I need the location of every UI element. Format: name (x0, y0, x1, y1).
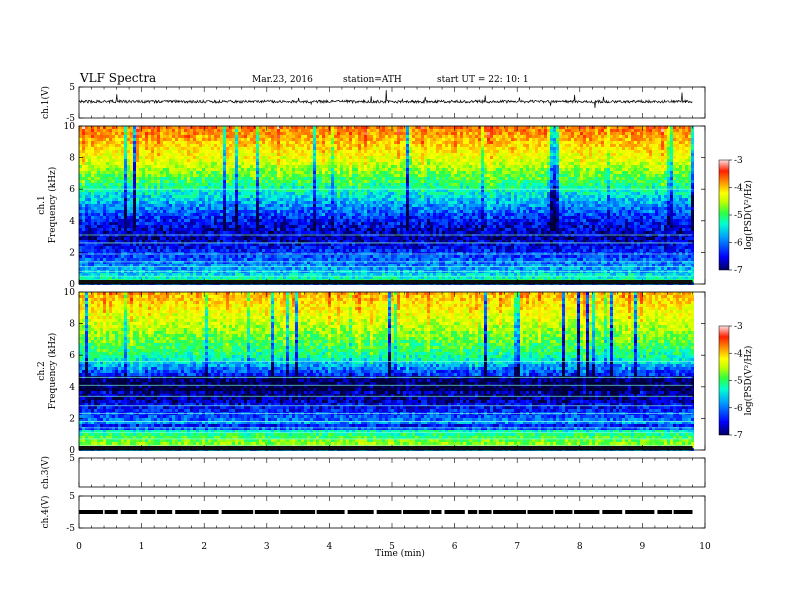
x-tick-label: 1 (139, 542, 145, 552)
ch4-trace-segment (222, 510, 254, 514)
ch4-trace-segment (201, 510, 219, 514)
ch1-colorbar-gradient (719, 160, 729, 270)
ch2-colorbar: -3 -4 -5 -6 -7 log(PSD(V²/Hz) (719, 322, 754, 441)
y-tick-label: 5 (69, 83, 75, 93)
ch4-trace-segment (105, 510, 118, 514)
ch4-trace-segment (79, 510, 103, 514)
ch1-spectrogram-channel-label: ch.1 (37, 195, 47, 214)
x-tick-label: 8 (577, 542, 583, 552)
ch4-y-label: ch.4(V) (40, 496, 51, 529)
x-tick-label: 2 (201, 542, 207, 552)
x-tick-label: 6 (452, 542, 458, 552)
ch2-colorbar-tick-label: -7 (734, 431, 743, 441)
ch1-colorbar-tick-label: -6 (734, 239, 743, 249)
x-tick-label: 10 (699, 542, 711, 552)
x-tick-label: 4 (327, 542, 333, 552)
y-tick-label: 8 (69, 320, 75, 330)
station-label: station=ATH (343, 75, 402, 85)
ch1-colorbar: -3 -4 -5 -6 -7 log(PSD(V²/Hz) (719, 156, 754, 276)
ch2-colorbar-label: log(PSD(V²/Hz) (743, 346, 754, 416)
y-tick-label: 8 (69, 154, 75, 164)
start-time-label: start UT = 22: 10: 1 (437, 75, 529, 85)
ch1-colorbar-label: log(PSD(V²/Hz) (743, 180, 754, 250)
ch2-colorbar-tick-label: -3 (734, 322, 743, 332)
ch1-colorbar-tick-label: -5 (734, 211, 743, 221)
ch4-trace-segment (431, 510, 441, 514)
date-label: Mar.23, 2016 (252, 75, 313, 85)
y-tick-label: 10 (64, 122, 76, 132)
ch4-trace-segment (602, 510, 622, 514)
ch1-spectrogram-low-band (79, 280, 692, 284)
ch4-trace-segment (121, 510, 137, 514)
x-tick-label: 7 (514, 542, 520, 552)
y-tick-label: 2 (69, 414, 75, 424)
ch2-spectrogram-low-band (79, 446, 692, 450)
ch1-y-label: ch.1(V) (40, 86, 51, 119)
y-tick-label: 10 (64, 288, 76, 298)
ch4-trace-segment (280, 510, 315, 514)
ch4-trace-segment (528, 510, 554, 514)
y-tick-label: 2 (69, 248, 75, 258)
ch4-trace-segment (175, 510, 199, 514)
y-tick-label: 4 (69, 217, 75, 227)
ch1-trace-line (79, 90, 692, 108)
ch2-colorbar-tick-label: -5 (734, 377, 743, 387)
y-tick-label: 6 (69, 185, 75, 195)
y-tick-label: 5 (69, 454, 75, 464)
ch2-colorbar-tick-label: -4 (734, 349, 743, 359)
ch1-colorbar-tick-label: -7 (734, 266, 743, 276)
ch2-spectrogram-y-label: Frequency (kHz) (47, 333, 58, 410)
ch4-trace-segment (403, 510, 430, 514)
ch4-trace-segment (493, 510, 526, 514)
ch4-trace-segment (348, 510, 374, 514)
x-tick-label: 9 (640, 542, 646, 552)
ch4-trace-segment (445, 510, 465, 514)
ch2-spectrogram-channel-label: ch.2 (37, 361, 47, 380)
y-tick-label: 5 (69, 492, 75, 502)
x-tick-label: 0 (76, 542, 82, 552)
ch2-colorbar-tick-label: -6 (734, 404, 743, 414)
ch1-spectrogram-y-label: Frequency (kHz) (47, 167, 58, 244)
ch4-trace-segment (255, 510, 279, 514)
ch4-trace-segment (157, 510, 172, 514)
x-tick-label: 3 (264, 542, 270, 552)
figure-title: VLF Spectra (79, 71, 156, 85)
ch4-trace-segment (479, 510, 492, 514)
ch2-colorbar-gradient (719, 326, 729, 435)
ch4-trace-segment (674, 510, 693, 514)
ch4-trace-segment (574, 510, 599, 514)
ch3-y-label: ch.3(V) (40, 456, 51, 489)
ch3-waveform-panel: 5 ch.3(V) (40, 454, 705, 489)
ch4-trace-segment (625, 510, 654, 514)
ch4-trace-segment (377, 510, 402, 514)
ch4-trace-segment (317, 510, 345, 514)
ch1-waveform-panel: 5-5ch.1(V) (40, 83, 705, 124)
y-tick-label: -5 (66, 524, 75, 534)
ch1-colorbar-tick-label: -3 (734, 156, 743, 166)
ch4-trace-segment (555, 510, 573, 514)
y-tick-label: 4 (69, 383, 75, 393)
y-tick-label: 6 (69, 351, 75, 361)
ch4-trace-segment (468, 510, 477, 514)
ch4-waveform-panel: 5 -5 ch.4(V) (40, 492, 705, 534)
ch1-colorbar-tick-label: -4 (734, 184, 743, 194)
ch4-trace-segment (657, 510, 672, 514)
ch4-trace-segment (140, 510, 155, 514)
x-axis-label: Time (min) (375, 548, 425, 559)
